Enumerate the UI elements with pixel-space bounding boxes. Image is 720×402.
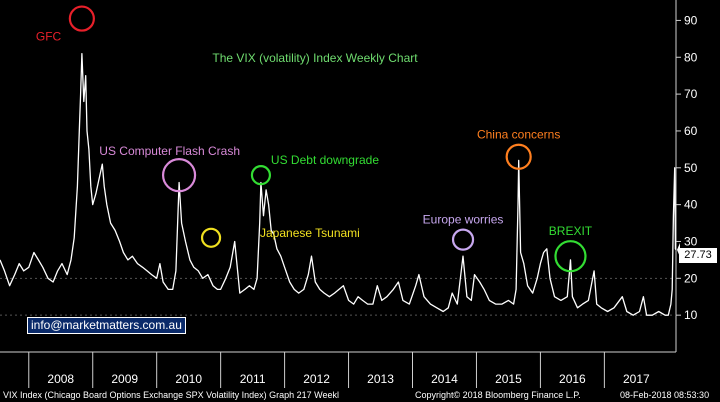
y-tick-label-60: 60 bbox=[684, 124, 698, 138]
annotation-label-japanese-tsunami: Japanese Tsunami bbox=[260, 226, 360, 240]
annotation-circle-5 bbox=[451, 228, 475, 251]
annotation-circle-6 bbox=[505, 143, 532, 170]
annotation-label-us-computer-flash-crash: US Computer Flash Crash bbox=[99, 144, 240, 158]
x-tick-label-2014: 2014 bbox=[431, 372, 458, 386]
x-tick-label-2011: 2011 bbox=[240, 372, 266, 386]
annotation-circle-4 bbox=[250, 165, 272, 186]
x-tick-label-2016: 2016 bbox=[559, 372, 586, 386]
chart-title: The VIX (volatility) Index Weekly Chart bbox=[212, 51, 418, 65]
annotation-label-europe-worries: Europe worries bbox=[423, 213, 504, 227]
annotation-label-china-concerns: China concerns bbox=[477, 128, 560, 142]
annotation-circle-0 bbox=[68, 5, 95, 32]
annotation-circle-7 bbox=[554, 240, 587, 273]
x-tick-label-2010: 2010 bbox=[175, 372, 202, 386]
y-tick-label-30: 30 bbox=[684, 234, 698, 248]
annotation-circle-2 bbox=[200, 227, 222, 248]
y-tick-label-70: 70 bbox=[684, 87, 698, 101]
footer-bar: VIX Index (Chicago Board Options Exchang… bbox=[0, 388, 720, 402]
x-tick-label-2012: 2012 bbox=[303, 372, 330, 386]
x-tick-label-2017: 2017 bbox=[623, 372, 650, 386]
x-tick-label-2015: 2015 bbox=[495, 372, 522, 386]
email-box: info@marketmatters.com.au bbox=[27, 317, 186, 334]
footer-copyright: Copyright© 2018 Bloomberg Finance L.P. bbox=[415, 390, 581, 400]
y-tick-label-50: 50 bbox=[684, 161, 698, 175]
y-tick-label-80: 80 bbox=[684, 50, 698, 64]
y-tick-label-90: 90 bbox=[684, 13, 698, 27]
annotation-circle-1 bbox=[161, 158, 197, 193]
x-axis-band bbox=[0, 352, 720, 388]
series-line-0 bbox=[0, 52, 677, 316]
x-tick-label-2009: 2009 bbox=[111, 372, 138, 386]
x-tick-label-2008: 2008 bbox=[47, 372, 74, 386]
x-tick-label-2013: 2013 bbox=[367, 372, 394, 386]
annotation-label-us-debt-downgrade: US Debt downgrade bbox=[271, 153, 379, 167]
last-value-label: 27.73 bbox=[679, 248, 717, 263]
footer-timestamp: 08-Feb-2018 08:53:30 bbox=[620, 390, 710, 400]
vix-weekly-chart: 10 20 30 40 50 60 70 80 90 2008 2009 2010 2011 2012 20… bbox=[0, 0, 720, 388]
annotation-label-brexit: BREXIT bbox=[549, 224, 593, 238]
annotation-label-gfc: GFC bbox=[36, 30, 62, 44]
footer-security-description: VIX Index (Chicago Board Options Exchang… bbox=[3, 390, 340, 400]
y-tick-label-20: 20 bbox=[684, 271, 698, 285]
y-tick-label-40: 40 bbox=[684, 198, 698, 212]
y-tick-label-10: 10 bbox=[684, 308, 698, 322]
